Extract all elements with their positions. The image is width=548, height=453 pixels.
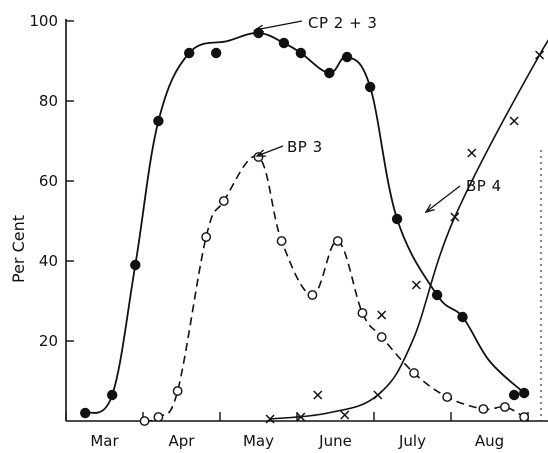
data-point-stroke	[265, 414, 275, 424]
data-point-stroke	[377, 310, 387, 320]
annotation-arrowhead	[255, 149, 267, 157]
x-tick-label: Mar	[90, 432, 119, 450]
data-point	[324, 67, 335, 79]
data-point	[508, 389, 520, 401]
data-point-stroke	[340, 410, 350, 420]
curves	[84, 32, 548, 422]
data-point	[341, 51, 353, 63]
data-point	[278, 37, 290, 49]
x-tick-label: Apr	[169, 432, 196, 450]
data-point	[518, 387, 530, 399]
annotations: CP 2 + 3 BP 3 BP 4	[253, 14, 502, 214]
y-tick-label: 100	[29, 12, 58, 30]
data-point	[357, 308, 368, 318]
annotation-label: BP 4	[466, 177, 502, 195]
series-line	[144, 155, 525, 422]
data-point	[450, 212, 460, 222]
x-tick-label: June	[318, 432, 352, 450]
series-line	[84, 32, 525, 414]
data-point	[535, 50, 545, 60]
data-point	[391, 213, 403, 225]
data-point	[107, 389, 118, 401]
data-point	[139, 416, 150, 426]
series-line	[269, 39, 548, 420]
annotation-arrow	[256, 145, 284, 157]
data-point-stroke	[509, 116, 519, 126]
data-point	[295, 47, 307, 59]
data-point	[201, 232, 212, 242]
data-point	[153, 412, 164, 422]
data-point-stroke	[411, 280, 421, 290]
x-tick-label: July	[398, 432, 426, 450]
data-point	[313, 390, 323, 400]
y-tick-label: 80	[39, 92, 58, 110]
data-point	[210, 47, 222, 59]
data-point	[265, 414, 275, 424]
data-point	[457, 311, 468, 323]
data-point-stroke	[296, 412, 306, 422]
data-point	[130, 259, 141, 271]
data-point	[442, 392, 453, 402]
axes	[65, 19, 548, 422]
annotation-arrow	[425, 185, 461, 213]
data-points	[80, 27, 545, 426]
data-point	[307, 290, 318, 300]
data-point	[409, 368, 419, 378]
data-point	[519, 412, 530, 422]
data-point	[431, 289, 443, 301]
annotation-label: CP 2 + 3	[308, 14, 377, 32]
annotation-arrowhead	[424, 203, 435, 214]
data-point-stroke	[313, 390, 323, 400]
x-ticks: Mar Apr May June July Aug	[65, 412, 529, 450]
data-point	[373, 390, 383, 400]
x-tick-label: Aug	[475, 432, 504, 450]
data-point-stroke	[535, 50, 545, 60]
data-point	[332, 236, 343, 246]
y-tick-label: 60	[39, 172, 58, 190]
data-point	[80, 407, 91, 419]
annotation-arrowhead	[253, 24, 264, 33]
data-point-stroke	[373, 390, 383, 400]
data-point-stroke	[450, 212, 460, 222]
data-point	[153, 115, 164, 127]
data-point	[376, 332, 387, 342]
data-point	[184, 47, 195, 59]
data-point	[276, 236, 287, 246]
data-point	[478, 404, 489, 414]
y-axis-label: Per Cent	[9, 215, 28, 283]
data-point	[172, 386, 183, 396]
data-point	[509, 116, 519, 126]
y-tick-label: 40	[39, 252, 58, 270]
data-point-stroke	[467, 148, 477, 158]
y-ticks: 20 40 60 80 100	[29, 12, 74, 350]
annotation-label: BP 3	[287, 138, 323, 156]
data-point	[499, 402, 510, 412]
data-point	[364, 81, 376, 93]
data-point	[296, 412, 306, 422]
data-point	[218, 196, 229, 206]
annotation-arrow	[254, 20, 303, 31]
y-tick-label: 20	[39, 332, 58, 350]
data-point	[340, 410, 350, 420]
data-point	[467, 148, 477, 158]
data-point	[411, 280, 421, 290]
x-tick-label: May	[243, 432, 274, 450]
data-point	[377, 310, 387, 320]
